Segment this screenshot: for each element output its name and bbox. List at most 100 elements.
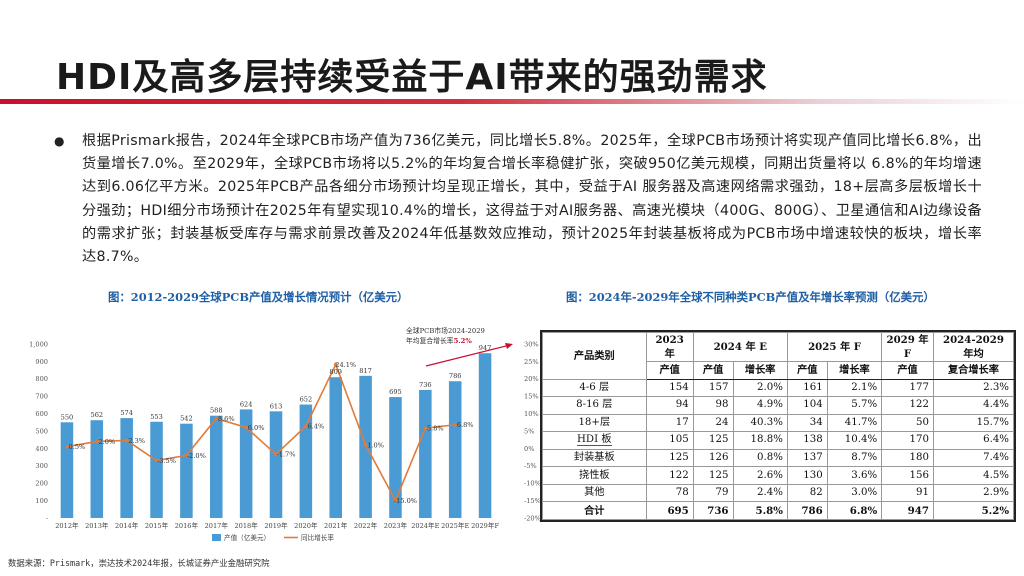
summary-bullet: ● 根据Prismark报告，2024年全球PCB市场产值为736亿美元，同比增… [54, 130, 982, 269]
cell-value: 2.6% [757, 469, 783, 481]
annotation-line2: 年均复合增长率5.2% [406, 336, 472, 345]
growth-point [363, 443, 368, 447]
table-cell: 24 [692, 413, 734, 433]
cell-value: 5.2% [981, 504, 1009, 517]
bar [299, 404, 313, 518]
row-label-text: 其他 [584, 487, 605, 499]
table-row: HDI 板 105 125 18.8% 138 10.4% 170 6.4% [542, 431, 1015, 450]
cell-value: 125 [709, 469, 729, 481]
bar [448, 381, 462, 518]
right-tick-label: -20% [524, 514, 540, 522]
cell-value: 40.3% [750, 416, 783, 428]
table-cell: 79 [692, 483, 734, 503]
x-tick-label: 2018年 [234, 521, 258, 530]
table-cell: 161 [786, 378, 828, 398]
table-cell: 6.8% [826, 501, 883, 520]
right-tick-label: 20% [524, 375, 539, 383]
cell-value: 156 [909, 469, 929, 481]
right-tick-label: 25% [524, 358, 539, 366]
growth-label: 5.8% [427, 425, 444, 433]
growth-label: -3.5% [157, 457, 176, 465]
growth-label: 0.5% [69, 443, 86, 451]
cell-value: 2.3% [983, 381, 1009, 393]
header-2023: 2023 年 [645, 332, 694, 362]
table-cell: 10.4% [826, 431, 883, 450]
cell-value: 5.7% [851, 399, 878, 411]
bullet-dot-icon: ● [54, 134, 65, 148]
table-row-label: 18+层 [542, 413, 647, 433]
subheader-cagr: 复合增长率 [932, 361, 1015, 380]
bar-value-label: 817 [359, 367, 372, 375]
growth-point [95, 439, 99, 444]
table-cell: 105 [645, 431, 694, 450]
cell-value: 98 [715, 399, 729, 411]
bar-value-label: 624 [240, 400, 253, 408]
right-tick-label: 5% [524, 427, 534, 435]
table-cell: 18.8% [732, 431, 788, 450]
cell-value: 138 [803, 434, 823, 446]
cell-value: 18.8% [750, 434, 783, 446]
table-cell: 2.0% [732, 378, 788, 398]
growth-label: -1.7% [277, 451, 296, 459]
left-tick-label: 600 [35, 410, 48, 418]
bar-value-label: 786 [449, 372, 462, 380]
bar-value-label: 550 [61, 413, 74, 421]
bar [239, 409, 253, 518]
cell-value: 2.1% [851, 381, 878, 393]
bar-value-label: 613 [270, 402, 283, 410]
left-tick-label: - [46, 514, 48, 522]
x-tick-label: 2029年F [471, 521, 499, 530]
bar [478, 353, 492, 518]
cell-value: 17 [675, 416, 689, 428]
x-tick-label: 2015年 [145, 521, 169, 530]
cell-value: 8.7% [851, 452, 878, 464]
x-tick-label: 2013年 [85, 521, 109, 530]
cell-value: 24 [715, 416, 729, 428]
cell-value: 947 [907, 504, 929, 517]
header-2029f: 2029 年 F [881, 332, 934, 362]
table-row: 4-6 层 154 157 2.0% 161 2.1% 177 2.3% [542, 378, 1015, 398]
left-tick-label: 900 [35, 358, 48, 366]
cell-value: 94 [675, 399, 689, 411]
cell-value: 177 [909, 381, 929, 393]
growth-label: 8.6% [218, 415, 235, 423]
table-cell: 126 [692, 448, 734, 468]
cell-value: 3.0% [851, 487, 878, 499]
cell-value: 170 [909, 434, 929, 446]
table-cell: 2.6% [732, 466, 788, 485]
bar [269, 411, 283, 518]
cell-value: 41.7% [844, 416, 878, 428]
table-cell: 50 [881, 413, 934, 433]
table-cell: 8.7% [826, 448, 883, 468]
table-row: 封装基板 125 126 0.8% 137 8.7% 180 7.4% [542, 448, 1015, 468]
cell-value: 137 [803, 452, 823, 464]
growth-label: 6.4% [307, 423, 324, 431]
table-cell: 177 [881, 378, 934, 398]
subheader-2024-growth: 增长率 [732, 361, 788, 380]
bar [329, 377, 343, 518]
growth-point [423, 426, 428, 431]
cell-value: 122 [669, 469, 689, 481]
growth-point [453, 422, 458, 427]
growth-label: -2.0% [187, 452, 206, 460]
row-label-text: 挠性板 [579, 469, 610, 481]
table-row: 其他 78 79 2.4% 82 3.0% 91 2.9% [542, 483, 1015, 503]
table-row-label: 封装基板 [542, 448, 647, 468]
subheader-2024-value: 产值 [692, 361, 734, 380]
growth-point [214, 416, 219, 421]
table-cell: 122 [645, 466, 694, 485]
table-cell: 78 [645, 483, 694, 503]
growth-point [244, 425, 248, 430]
table-cell: 4.5% [932, 466, 1015, 485]
bar-value-label: 574 [120, 409, 133, 417]
cell-value: 786 [801, 504, 823, 517]
cell-value: 0.8% [757, 452, 783, 464]
growth-point [393, 498, 398, 503]
cell-value: 6.8% [849, 504, 878, 517]
table-cell: 125 [692, 466, 734, 485]
growth-label: 6.0% [248, 424, 265, 432]
row-label-text: 封装基板 [573, 452, 615, 464]
legend-bar-swatch [212, 534, 221, 541]
title-bar: HDI及高多层持续受益于AI带来的强劲需求 [0, 0, 1024, 112]
cell-value: 4.9% [757, 399, 783, 411]
